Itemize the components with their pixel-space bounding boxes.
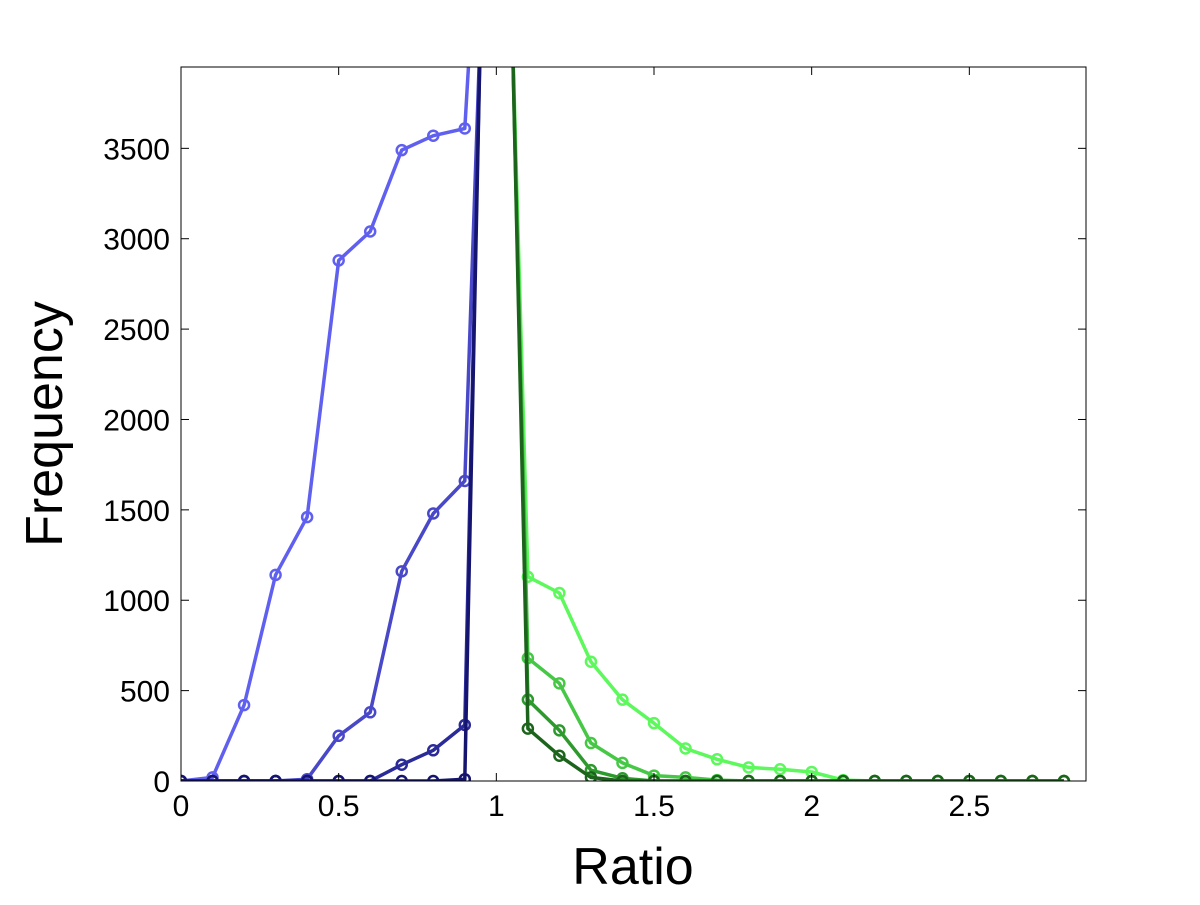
x-tick-label: 2.5: [948, 790, 990, 823]
data-point: [616, 693, 629, 706]
series-line: [181, 67, 481, 781]
data-point: [679, 774, 692, 781]
data-point: [300, 774, 314, 781]
series-line: [511, 67, 1064, 781]
data-point: [584, 736, 598, 750]
data-point: [679, 742, 692, 755]
data-point: [553, 724, 566, 737]
data-point: [521, 722, 535, 735]
data-point: [584, 655, 598, 668]
data-point: [584, 771, 598, 781]
series-line: [181, 67, 471, 781]
plot-background: [181, 67, 1086, 781]
data-point: [363, 774, 377, 781]
data-point: [994, 774, 1008, 781]
data-point: [773, 774, 787, 781]
series-layer: [181, 67, 1071, 781]
data-point: [395, 143, 408, 157]
data-point: [427, 774, 440, 781]
data-point: [363, 706, 377, 719]
data-point: [237, 774, 251, 781]
x-tick-label: 1: [488, 790, 505, 823]
y-tick-label: 2000: [103, 404, 170, 437]
series-1: [181, 67, 472, 781]
y-axis-title: Frequency: [16, 301, 74, 547]
x-tick-label: 1.5: [633, 790, 675, 823]
data-point: [773, 763, 787, 776]
plot-frame: [180, 66, 1087, 782]
series-line: [511, 67, 1064, 781]
x-tick-label: 0: [173, 790, 190, 823]
data-point: [1057, 774, 1071, 781]
data-point: [395, 758, 408, 771]
series-line: [181, 67, 482, 781]
series-line: [511, 67, 1064, 781]
data-point: [300, 510, 314, 524]
data-point: [332, 729, 345, 743]
data-point: [458, 772, 472, 781]
data-point: [269, 774, 282, 781]
data-point: [427, 744, 440, 757]
data-point: [458, 122, 472, 135]
data-point: [269, 568, 282, 582]
data-point: [1026, 774, 1039, 781]
tick-layer: 0 0.5 1 1.5 2 2.5 0 500 1000 1500 2000 2500 3000 3500: [103, 67, 1086, 823]
data-point: [427, 129, 440, 142]
data-point: [616, 756, 629, 770]
data-point: [868, 774, 881, 781]
data-point: [553, 586, 566, 600]
data-point: [427, 507, 440, 520]
y-tick-label: 3000: [103, 224, 170, 257]
data-point: [395, 565, 408, 578]
data-point: [584, 763, 598, 777]
series-line: [181, 67, 482, 781]
data-point: [742, 774, 755, 781]
data-point: [553, 749, 566, 762]
data-point: [395, 774, 408, 781]
y-tick-label: 3500: [103, 133, 170, 166]
data-point: [553, 677, 566, 690]
data-point: [237, 698, 251, 712]
x-tick-label: 0.5: [318, 790, 360, 823]
data-point: [900, 774, 913, 781]
x-axis-title: Ratio: [572, 838, 693, 896]
data-point: [616, 774, 629, 781]
data-point: [710, 753, 724, 766]
series-line: [511, 67, 1064, 781]
data-point: [647, 716, 661, 730]
y-tick-label: 1500: [103, 495, 170, 528]
data-point: [206, 774, 219, 781]
data-point: [363, 225, 377, 238]
x-tick-label: 2: [803, 790, 820, 823]
data-point: [836, 774, 850, 781]
data-point: [931, 774, 945, 781]
data-point: [332, 254, 345, 267]
y-tick-label: 500: [120, 676, 170, 709]
y-tick-label: 2500: [103, 314, 170, 347]
y-tick-label: 1000: [103, 585, 170, 618]
data-point: [742, 761, 755, 774]
y-tick-label: 0: [153, 766, 170, 799]
data-point: [710, 774, 724, 781]
